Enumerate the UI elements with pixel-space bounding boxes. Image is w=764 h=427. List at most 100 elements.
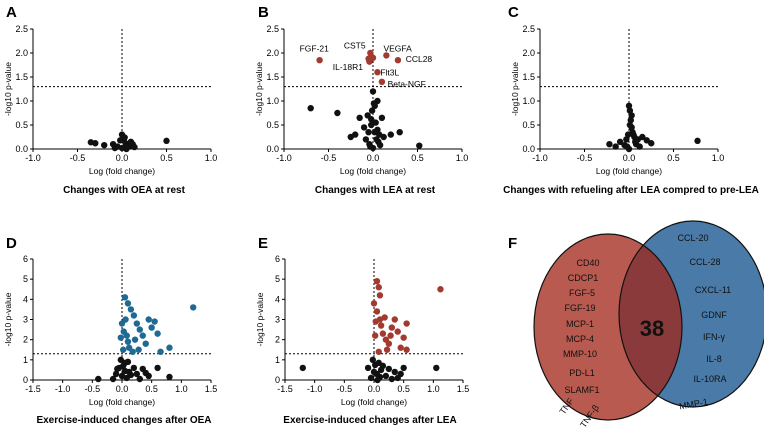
data-point	[360, 124, 368, 131]
significant-point	[366, 58, 373, 65]
point-annotation: IL-18R1	[333, 62, 364, 72]
x-tick-label: -1.0	[55, 384, 71, 394]
x-tick-label: 0.5	[667, 153, 680, 163]
x-tick-label: 0.0	[368, 384, 381, 394]
data-point	[396, 129, 403, 136]
significant-point	[127, 306, 135, 313]
significant-point	[387, 332, 394, 339]
significant-point	[383, 52, 390, 59]
significant-point	[379, 330, 387, 337]
significant-point	[376, 292, 384, 299]
y-tick-label: 1.0	[522, 96, 535, 106]
panel-letter-a: A	[6, 4, 17, 21]
y-tick-label: 1.5	[266, 72, 279, 82]
data-point	[368, 107, 376, 114]
data-point	[364, 112, 371, 119]
y-axis-label: -log10 p-value	[254, 62, 264, 116]
significant-point	[372, 318, 379, 325]
data-point	[391, 368, 398, 376]
x-tick-label: 0.5	[411, 153, 424, 163]
x-tick-label: 0.0	[367, 153, 380, 163]
y-tick-label: 2.0	[266, 48, 279, 58]
data-point	[380, 133, 387, 141]
panel-e-title: Exercise-induced changes after LEA	[283, 415, 456, 426]
y-axis-label: -log10 p-value	[255, 292, 265, 346]
significant-point	[316, 57, 323, 64]
significant-point	[388, 324, 395, 331]
y-tick-label: 1	[275, 355, 280, 365]
venn-right-labels: CCL-20 CCL-28 CXCL-11 GDNF IFN-γ IL-8 IL-10RA M…	[677, 233, 731, 411]
data-point	[369, 88, 377, 95]
x-tick-label: 1.5	[205, 384, 218, 394]
data-point	[111, 144, 119, 152]
venn-left-item: CDCP1	[568, 273, 599, 283]
significant-point	[394, 328, 401, 335]
data-point	[121, 359, 129, 367]
significant-point	[394, 57, 402, 64]
y-tick-label: 5	[23, 274, 28, 284]
significant-point	[403, 320, 410, 327]
volcano-plot-d: -1.5 -1.0 -0.5 0.0 0.5 1.0 1.5 0 1 2 3 4 5 6 Log (fold…	[3, 254, 217, 407]
venn-right-item: CCL-28	[689, 257, 720, 267]
data-point	[612, 143, 619, 150]
x-tick-label: -1.0	[276, 153, 292, 163]
x-tick-label: 1.0	[175, 384, 188, 394]
data-point	[145, 372, 152, 380]
panel-letter-d: D	[6, 235, 17, 252]
y-tick-label: 2.0	[522, 48, 535, 58]
data-point	[400, 364, 407, 372]
data-point	[352, 131, 359, 138]
venn-left-item: MCP-1	[566, 319, 594, 329]
x-tick-label: -1.0	[25, 153, 41, 163]
y-tick-label: 6	[23, 254, 28, 264]
data-point	[397, 370, 404, 378]
significant-point	[154, 330, 161, 337]
x-axis-label: Log (fold change)	[340, 166, 406, 176]
venn-left-item: FGF-19	[564, 303, 595, 313]
venn-right-item: IL-8	[706, 354, 722, 364]
data-point	[627, 117, 634, 124]
data-point	[130, 364, 138, 372]
significant-point	[375, 348, 382, 355]
volcano-plot-b: -1.0 -0.5 0.0 0.5 1.0 0.0 0.5 1.0 1.5 2.0 2.5 Log (…	[254, 24, 468, 176]
significant-point	[166, 344, 173, 351]
data-point	[382, 372, 390, 380]
data-point	[625, 145, 633, 153]
significant-point	[373, 308, 381, 315]
x-tick-label: -0.5	[321, 153, 337, 163]
y-axis-label: -log10 p-value	[3, 292, 13, 346]
data-point	[636, 143, 643, 150]
venn-right-item: IL-10RA	[693, 374, 726, 384]
data-point	[369, 144, 377, 152]
data-point	[694, 137, 701, 145]
significant-point	[370, 300, 378, 307]
y-tick-label: 0.0	[522, 144, 535, 154]
y-tick-label: 1.5	[15, 72, 28, 82]
data-point	[625, 102, 633, 110]
data-point	[369, 356, 377, 364]
venn-diagram: 38 CD40 CDCP1 FGF-5 FGF-19 MCP-1 MCP-4 MMP-10 P…	[533, 220, 764, 427]
x-tick-label: -0.5	[70, 153, 86, 163]
data-point	[388, 375, 395, 383]
point-annotation: Beta-NGF	[388, 79, 426, 89]
data-point	[648, 140, 655, 147]
x-tick-label: 0.5	[145, 384, 158, 394]
data-point	[626, 107, 634, 114]
y-tick-label: 2	[23, 335, 28, 345]
data-point	[92, 140, 99, 147]
x-tick-label: 0.5	[397, 384, 410, 394]
data-point	[101, 141, 108, 149]
venn-right-item: IFN-γ	[703, 332, 725, 342]
point-annotation: FGF-21	[300, 43, 330, 53]
data-point	[136, 375, 143, 383]
venn-left-item: SLAMF1	[564, 385, 599, 395]
x-tick-label: -0.5	[337, 384, 353, 394]
data-point	[376, 141, 384, 149]
x-axis-label: Log (fold change)	[89, 397, 155, 407]
significant-point	[124, 300, 132, 307]
significant-point	[117, 334, 125, 341]
venn-left-item: MMP-10	[563, 349, 597, 359]
y-tick-label: 3	[23, 315, 28, 325]
data-point	[356, 114, 363, 122]
data-point	[118, 131, 126, 138]
